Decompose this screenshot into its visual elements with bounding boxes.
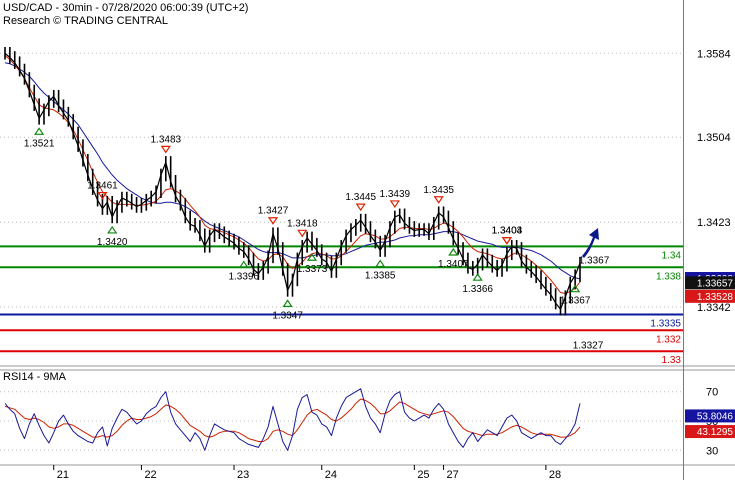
x-tick-label: 21 <box>57 469 69 480</box>
x-tick-label: 23 <box>237 469 249 480</box>
rsi-title: RSI14 - 9MA <box>3 371 67 383</box>
price-badge <box>685 276 735 290</box>
swing-high-marker-icon <box>97 191 108 200</box>
level-annotation-label: 1.3367 <box>579 255 610 266</box>
swing-high-marker-icon <box>160 145 171 154</box>
rsi-badge <box>685 409 735 423</box>
price-badge-label: 1.33657 <box>697 278 734 289</box>
level-annotation-label: 1.3327 <box>573 340 604 351</box>
swing-low-label: 1.3396 <box>228 272 259 283</box>
price-series-line <box>4 52 581 310</box>
swing-low-marker-icon <box>306 253 318 261</box>
swing-low-label: 1.3521 <box>24 138 55 149</box>
price-tick-label: 1.3504 <box>697 132 731 144</box>
x-tick-label: 28 <box>549 469 561 480</box>
swing-high-label: 1.3404 <box>492 226 523 237</box>
swing-low-marker-icon <box>570 284 581 293</box>
rsi-badge-label: 53.8046 <box>697 411 734 422</box>
level-label: 1.33 <box>662 355 682 366</box>
rsi-badge <box>685 425 735 439</box>
swing-low-label: 1.3367 <box>560 296 591 307</box>
price-ma-fast-line <box>4 55 581 294</box>
level-label: 1.338 <box>656 271 681 282</box>
rsi-tick-label: 70 <box>706 387 718 399</box>
x-tick-label: 25 <box>417 469 429 480</box>
swing-annotations: 1.35211.34611.34831.34201.33961.34271.34… <box>24 127 610 351</box>
swing-high-label: 1.3483 <box>151 134 182 145</box>
direction-arrow-icon <box>582 228 599 258</box>
swing-high-marker-icon <box>501 237 513 245</box>
swing-low-marker-icon <box>472 273 483 281</box>
x-axis: 21 22 23 24 25 27 28 <box>53 465 561 481</box>
price-badge <box>685 289 735 303</box>
level-label: 1.3335 <box>650 319 681 330</box>
swing-low-marker-icon <box>107 225 118 234</box>
price-tick-label: 1.3342 <box>697 302 731 314</box>
price-badge-label: 1.33528 <box>697 292 734 303</box>
arrow-layer <box>582 228 599 258</box>
swing-low-label: 1.3407 <box>438 259 469 270</box>
chart-title: USD/CAD - 30min - 07/28/2020 06:00:39 (U… <box>3 2 248 14</box>
level-label: 1.34 <box>662 250 682 261</box>
x-tick-label: 27 <box>447 469 459 480</box>
swing-low-label: 1.3385 <box>365 271 396 282</box>
swing-high-label: 1.3439 <box>380 189 411 200</box>
price-tick-label: 1.3423 <box>697 217 731 229</box>
swing-high-marker-icon <box>297 229 308 238</box>
swing-high-label: 1.3461 <box>87 181 118 192</box>
swing-high-marker-icon <box>267 217 279 225</box>
swing-high-marker-icon <box>389 200 400 209</box>
chart-source: Research © TRADING CENTRAL <box>3 15 168 27</box>
swing-low-marker-icon <box>33 127 45 135</box>
swing-low-label: 1.3347 <box>272 310 303 321</box>
swing-high-marker-icon <box>433 196 444 204</box>
x-tick-label: 22 <box>144 469 156 480</box>
price-ma-slow-line <box>4 62 581 280</box>
swing-low-marker-icon <box>375 259 386 268</box>
swing-high-label: 1.3427 <box>258 206 289 217</box>
swing-high-label: 1.3445 <box>345 192 376 203</box>
x-tick-label: 24 <box>325 469 337 480</box>
series-layer <box>4 46 581 451</box>
swing-low-label: 1.3373 <box>297 264 328 275</box>
swing-low-marker-icon <box>238 260 249 269</box>
swing-high-label: 1.3403 <box>492 226 523 237</box>
rsi-line <box>4 388 581 451</box>
rsi-badge-label: 43.1295 <box>697 427 734 438</box>
swing-low-label: 1.3366 <box>462 284 493 295</box>
swing-low-label: 1.3420 <box>97 237 128 248</box>
price-tick-label: 1.3584 <box>697 48 731 60</box>
swing-low-marker-icon <box>448 247 459 256</box>
horizontal-levels: 1.34 1.338 1.3335 1.332 1.33 <box>0 245 683 366</box>
swing-low-marker-icon <box>282 299 293 307</box>
rsi-tick-label: 30 <box>706 445 718 457</box>
swing-high-label: 1.3418 <box>287 218 318 229</box>
swing-high-label: 1.3435 <box>423 185 454 196</box>
level-label: 1.332 <box>656 334 681 345</box>
swing-high-marker-icon <box>355 203 366 212</box>
